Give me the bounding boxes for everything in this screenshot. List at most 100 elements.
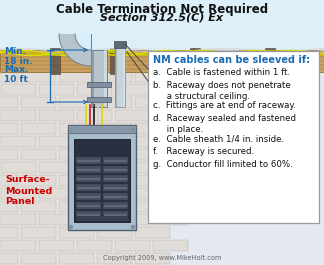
Bar [1, 58, 36, 69]
Bar [77, 110, 112, 121]
Bar [115, 162, 150, 173]
Bar [77, 205, 100, 207]
Circle shape [132, 129, 134, 131]
Bar [190, 48, 200, 74]
Bar [0, 50, 324, 72]
Bar [76, 215, 128, 221]
Bar [59, 201, 94, 212]
Text: g.  Conductor fill limited to 60%.: g. Conductor fill limited to 60%. [153, 160, 293, 169]
Bar [135, 253, 170, 264]
Bar [76, 175, 101, 182]
Bar [135, 227, 170, 238]
Bar [135, 97, 170, 108]
Bar [77, 214, 112, 225]
Bar [50, 48, 60, 74]
Bar [1, 214, 36, 225]
Bar [103, 193, 128, 200]
Bar [97, 227, 132, 238]
Bar [0, 149, 18, 160]
Bar [148, 51, 319, 223]
Bar [0, 71, 18, 82]
Bar [104, 214, 127, 216]
Bar [104, 178, 127, 180]
Bar [97, 175, 132, 186]
Bar [39, 58, 74, 69]
Bar [153, 188, 188, 199]
Bar [115, 240, 150, 251]
Bar [103, 157, 128, 164]
Bar [103, 166, 128, 173]
Bar [59, 253, 94, 264]
Bar [97, 149, 132, 160]
Text: d.  Raceway sealed and fastened
     in place.: d. Raceway sealed and fastened in place. [153, 114, 296, 134]
Circle shape [132, 226, 134, 228]
Bar [39, 214, 74, 225]
Bar [39, 136, 74, 147]
Bar [97, 201, 132, 212]
Bar [91, 50, 107, 107]
Bar [153, 58, 188, 69]
Bar [21, 149, 56, 160]
Bar [153, 110, 188, 121]
Bar [0, 0, 324, 47]
Bar [115, 47, 125, 107]
Bar [153, 162, 188, 173]
Bar [103, 184, 128, 191]
Bar [59, 149, 94, 160]
Bar [103, 202, 128, 209]
Bar [0, 175, 18, 186]
Bar [104, 196, 127, 198]
Bar [104, 205, 127, 207]
Bar [39, 188, 74, 199]
Bar [76, 184, 101, 191]
Text: 18 in.: 18 in. [4, 56, 33, 65]
Bar [0, 227, 18, 238]
Bar [135, 149, 170, 160]
Text: Copyright 2009, www.MikeHolt.com: Copyright 2009, www.MikeHolt.com [103, 255, 221, 261]
Bar [110, 48, 120, 74]
Bar [114, 41, 126, 48]
Bar [115, 47, 117, 107]
Bar [97, 253, 132, 264]
Text: NM cables can be sleeved if:: NM cables can be sleeved if: [153, 55, 310, 65]
Bar [265, 48, 275, 74]
Bar [21, 71, 56, 82]
Bar [115, 188, 150, 199]
Bar [21, 253, 56, 264]
Bar [21, 201, 56, 212]
Bar [76, 202, 101, 209]
Bar [77, 240, 112, 251]
Bar [76, 211, 101, 218]
Bar [153, 84, 188, 95]
Bar [77, 196, 100, 198]
Bar [21, 227, 56, 238]
Bar [135, 175, 170, 186]
Text: f.   Raceway is secured.: f. Raceway is secured. [153, 147, 254, 156]
Bar [39, 240, 74, 251]
Bar [77, 214, 100, 216]
Text: Min.: Min. [4, 47, 26, 56]
Bar [0, 123, 18, 134]
Bar [77, 162, 112, 173]
Bar [76, 193, 101, 200]
Bar [0, 253, 18, 264]
Bar [76, 157, 101, 164]
Bar [115, 136, 150, 147]
Text: Mounted: Mounted [5, 187, 52, 196]
Text: 10 ft: 10 ft [4, 74, 28, 83]
Bar [76, 166, 101, 173]
Bar [162, 50, 324, 265]
Bar [21, 123, 56, 134]
Bar [115, 110, 150, 121]
Bar [103, 211, 128, 218]
Bar [104, 187, 127, 189]
Bar [1, 84, 36, 95]
Bar [59, 227, 94, 238]
Text: b.  Raceway does not penetrate
     a structural ceiling.: b. Raceway does not penetrate a structur… [153, 81, 291, 101]
Text: Cable Termination Not Required: Cable Termination Not Required [56, 3, 268, 16]
Bar [97, 71, 132, 82]
Bar [1, 136, 36, 147]
Text: Section 312.5(C) Ex: Section 312.5(C) Ex [100, 13, 224, 23]
Bar [59, 175, 94, 186]
Bar [0, 201, 18, 212]
